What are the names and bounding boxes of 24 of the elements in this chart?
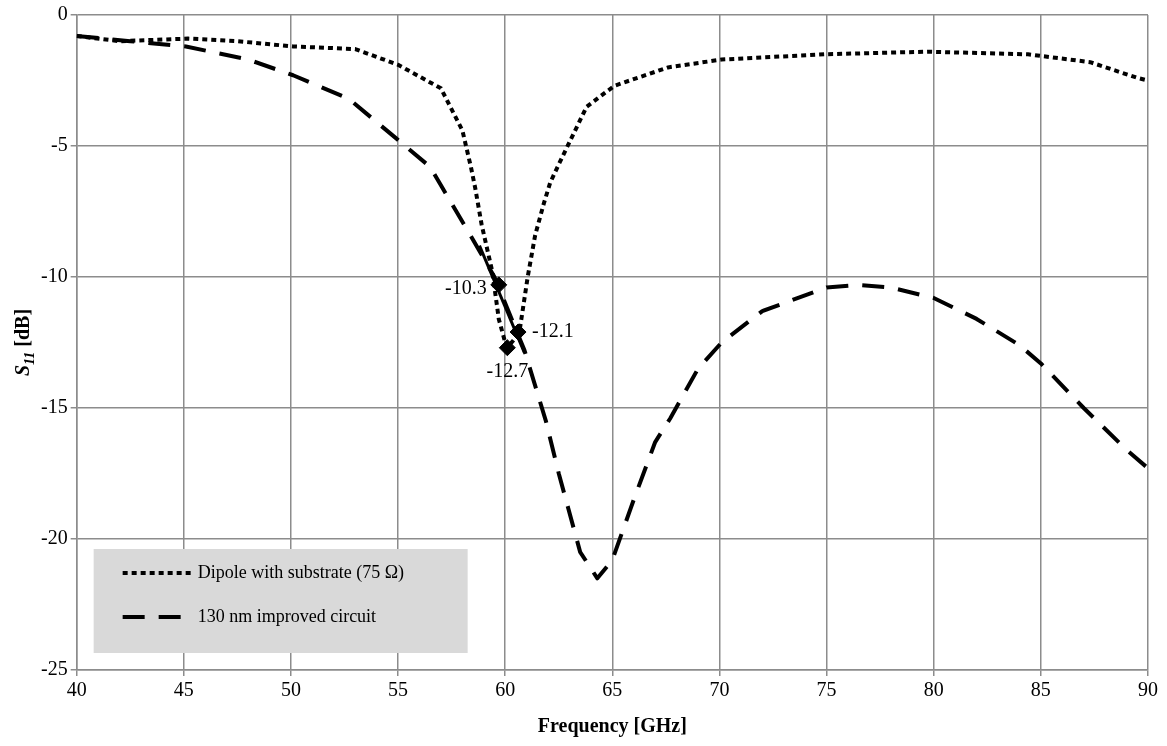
x-tick-label: 90 [1138,678,1158,701]
x-tick-label: 60 [495,678,516,701]
y-tick-label: -25 [40,657,68,680]
x-tick-label: 65 [602,678,623,701]
y-axis-title: S11 [dB] [11,308,37,377]
x-tick-label: 70 [709,678,730,701]
x-tick-label: 40 [66,678,87,701]
x-tick-label: 80 [923,678,944,701]
legend-label: Dipole with substrate (75 Ω) [197,561,405,583]
y-tick-label: -20 [40,526,68,549]
y-tick-label: -15 [40,395,68,418]
data-label: -10.3 [445,276,487,299]
x-tick-label: 45 [173,678,194,701]
data-label: -12.1 [532,319,574,342]
y-tick-label: -10 [40,264,68,287]
x-axis-title: Frequency [GHz] [537,714,687,738]
x-tick-label: 85 [1030,678,1051,701]
y-tick-label: -5 [50,133,68,156]
y-tick-label: 0 [57,2,68,25]
x-tick-label: 50 [280,678,301,701]
x-tick-label: 55 [388,678,409,701]
x-tick-label: 75 [816,678,837,701]
data-label: -12.7 [486,358,529,381]
legend-label: 130 nm improved circuit [197,605,377,626]
